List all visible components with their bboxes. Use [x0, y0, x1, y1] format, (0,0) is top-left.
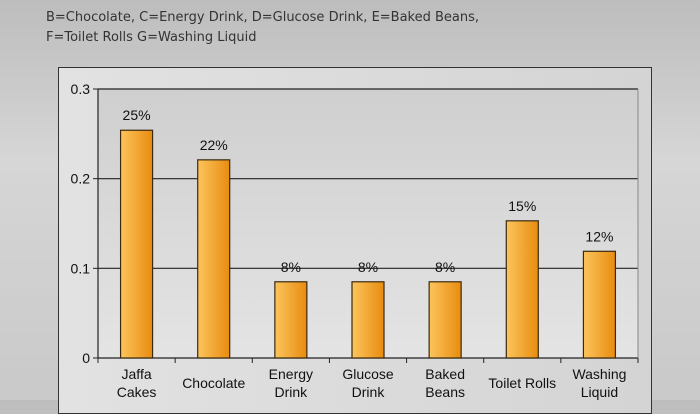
bar-chart: 0 0.1 0.2 0.3 25% Jaffa Cakes 22% Chocolate 8% Ene…	[71, 81, 639, 400]
bar	[274, 281, 308, 359]
x-tick-label: Toilet Rolls	[488, 375, 556, 391]
data-label: 15%	[508, 198, 536, 214]
data-label: 25%	[123, 107, 151, 123]
y-tick-label: 0.3	[71, 81, 91, 97]
x-tick-label: Energy	[269, 366, 313, 382]
x-tick-label: Washing	[572, 366, 626, 382]
y-tick-label: 0.2	[71, 171, 91, 187]
x-tick-label: Cakes	[117, 384, 157, 400]
data-label: 12%	[585, 228, 613, 244]
legend-line: F=Toilet Rolls G=Washing Liquid	[46, 30, 257, 45]
bar	[582, 250, 617, 359]
data-label: 8%	[281, 259, 301, 275]
x-tick-label: Baked	[425, 366, 465, 382]
y-tick-label: 0	[82, 350, 90, 366]
data-label: 8%	[435, 259, 455, 275]
bar	[505, 220, 539, 359]
x-tick-label: Glucose	[342, 366, 394, 382]
bar	[351, 281, 385, 359]
bar	[428, 281, 462, 359]
legend-text: B=Chocolate, C=Energy Drink, D=Glucose D…	[46, 8, 479, 48]
x-tick-label: Chocolate	[182, 375, 245, 391]
data-label: 22%	[200, 137, 228, 153]
x-tick-label: Liquid	[581, 384, 618, 400]
x-tick-label: Drink	[275, 384, 309, 400]
legend-line: B=Chocolate, C=Energy Drink, D=Glucose D…	[46, 10, 480, 25]
bar	[197, 159, 231, 359]
y-tick-label: 0.1	[71, 260, 91, 276]
bar	[119, 129, 154, 359]
data-label: 8%	[358, 259, 378, 275]
x-tick-label: Jaffa	[122, 366, 152, 382]
x-tick-label: Drink	[352, 384, 386, 400]
x-tick-label: Beans	[425, 384, 465, 400]
